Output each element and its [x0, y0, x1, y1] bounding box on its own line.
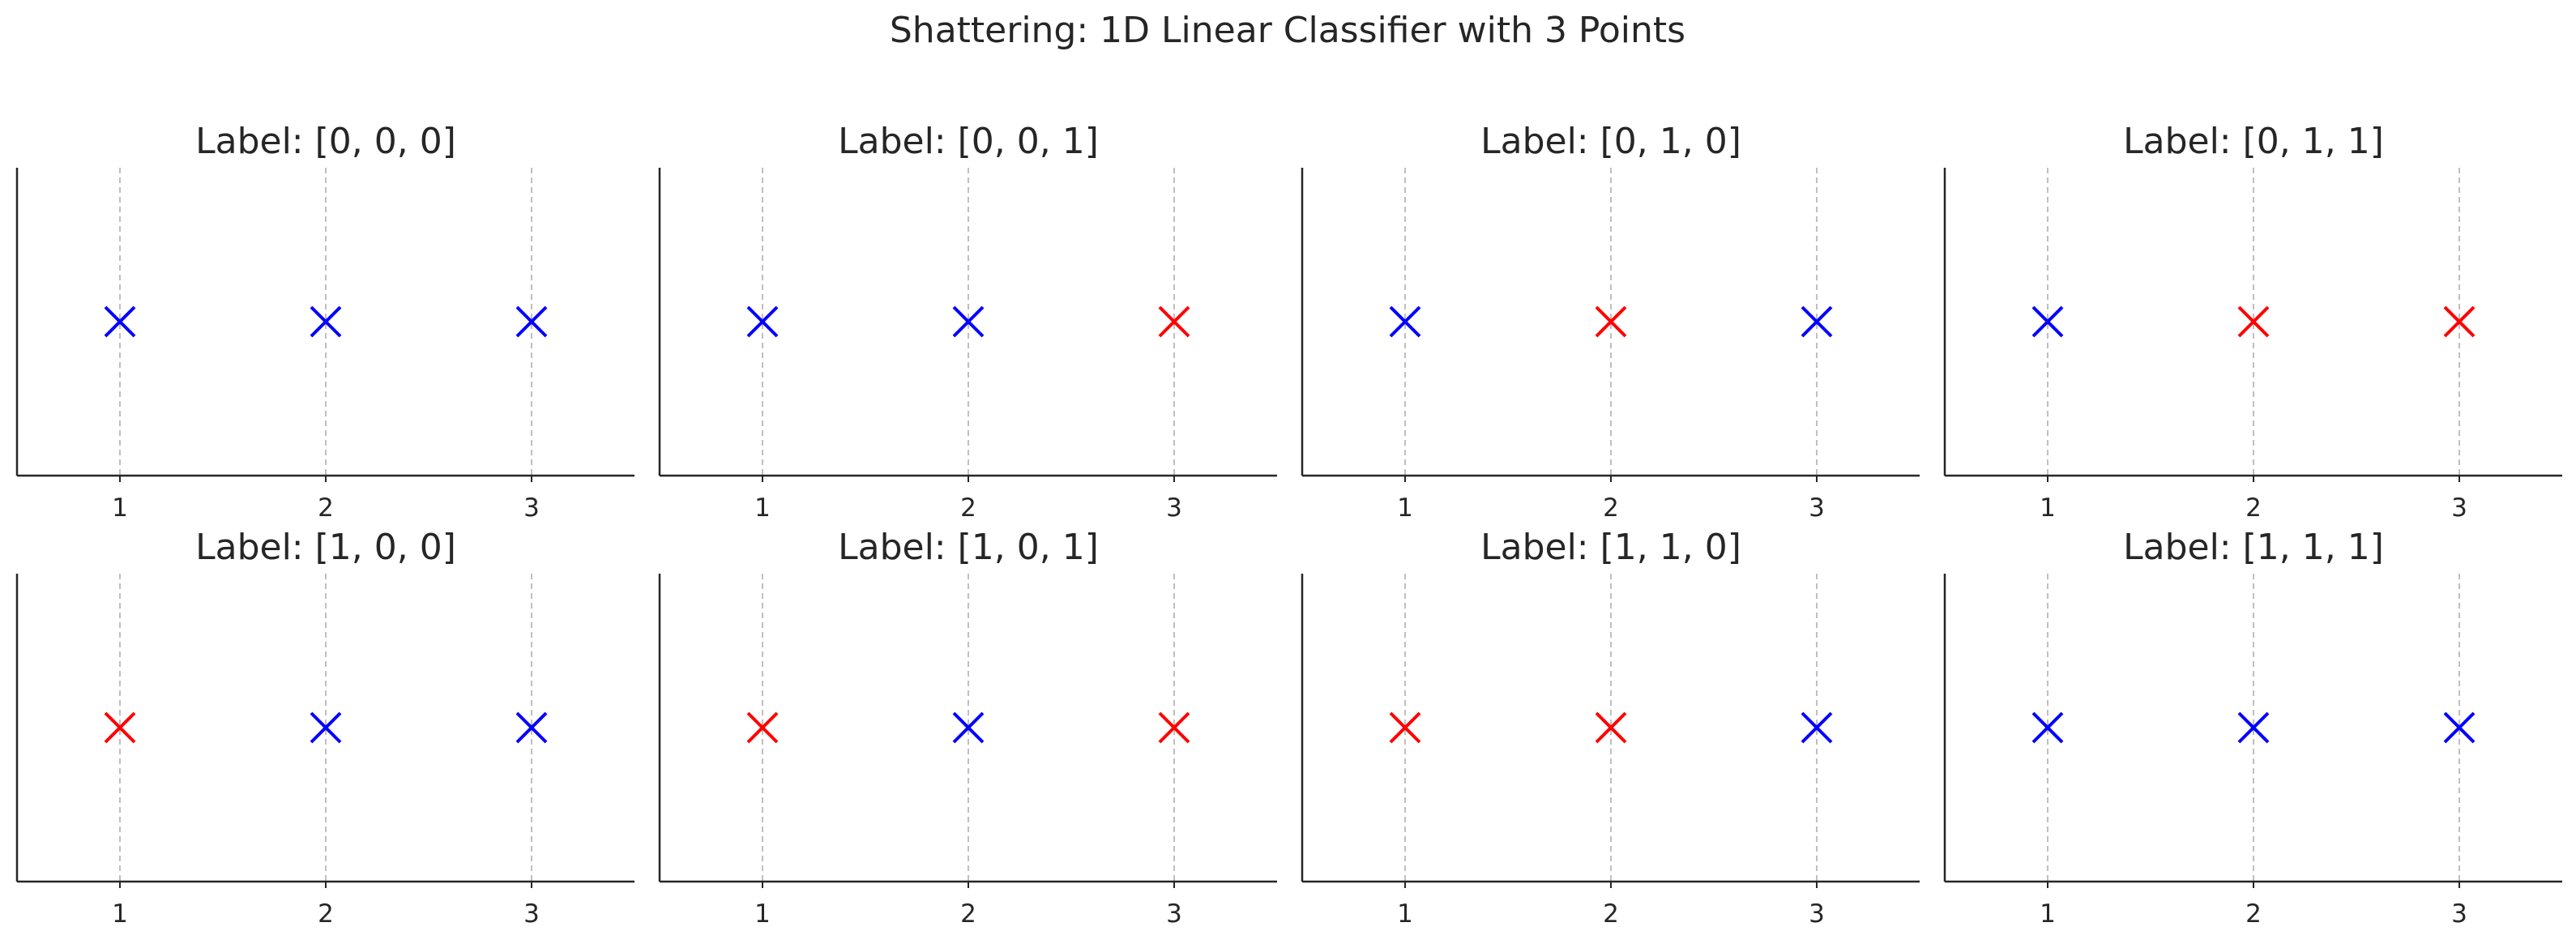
marker-stroke — [746, 305, 779, 338]
data-point-marker — [2237, 305, 2270, 338]
marker-stroke — [104, 711, 136, 744]
marker-stroke — [1801, 711, 1833, 744]
x-tick-label: 2 — [960, 899, 976, 929]
x-tick-label: 1 — [2040, 493, 2056, 523]
marker-stroke — [2237, 711, 2270, 744]
x-tick-label: 2 — [318, 899, 334, 929]
data-point-marker — [1158, 305, 1190, 338]
data-point-marker — [310, 711, 342, 744]
data-point-marker — [746, 305, 779, 338]
data-point-marker — [515, 711, 548, 744]
x-tick-label: 3 — [1166, 899, 1182, 929]
subplot-panel: 1 2 3 Label: [1, 0, 0] — [15, 527, 634, 929]
data-point-marker — [104, 711, 136, 744]
subplot-panel: 1 2 3 Label: [0, 0, 1] — [658, 121, 1277, 523]
data-point-marker — [104, 305, 136, 338]
marker-stroke — [952, 305, 985, 338]
data-point-marker — [2031, 711, 2064, 744]
data-point-marker — [2237, 711, 2270, 744]
data-point-marker — [952, 305, 985, 338]
x-tick-label: 2 — [318, 493, 334, 523]
x-tick-label: 2 — [960, 493, 976, 523]
subplot-title: Label: [0, 0, 1] — [838, 121, 1099, 162]
subplot-title: Label: [1, 1, 1] — [2123, 527, 2384, 568]
marker-stroke — [515, 711, 548, 744]
data-point-marker — [1801, 711, 1833, 744]
x-tick-label: 1 — [1397, 493, 1413, 523]
data-point-marker — [1389, 305, 1421, 338]
data-point-marker — [2443, 305, 2476, 338]
x-tick-label: 3 — [523, 493, 540, 523]
data-point-marker — [1158, 711, 1190, 744]
marker-stroke — [1389, 305, 1421, 338]
x-tick-label: 1 — [754, 493, 771, 523]
data-point-marker — [1801, 305, 1833, 338]
marker-stroke — [1158, 711, 1190, 744]
x-tick-label: 3 — [1809, 899, 1825, 929]
data-point-marker — [1389, 711, 1421, 744]
x-tick-label: 1 — [2040, 899, 2056, 929]
x-tick-label: 2 — [1603, 493, 1619, 523]
marker-stroke — [1595, 711, 1627, 744]
x-tick-label: 2 — [2245, 493, 2262, 523]
subplot-panel: 1 2 3 Label: [1, 1, 1] — [1943, 527, 2562, 929]
x-tick-label: 3 — [1166, 493, 1182, 523]
x-tick-label: 2 — [2245, 899, 2262, 929]
x-tick-label: 3 — [1809, 493, 1825, 523]
subplot-title: Label: [1, 0, 1] — [838, 527, 1099, 568]
marker-stroke — [515, 305, 548, 338]
subplot-panel: 1 2 3 Label: [0, 0, 0] — [15, 121, 634, 523]
x-tick-label: 1 — [112, 899, 128, 929]
subplot-title: Label: [1, 1, 0] — [1480, 527, 1741, 568]
marker-stroke — [1158, 305, 1190, 338]
data-point-marker — [2443, 711, 2476, 744]
marker-stroke — [2237, 305, 2270, 338]
marker-stroke — [746, 711, 779, 744]
x-tick-label: 3 — [2451, 899, 2467, 929]
marker-stroke — [2031, 711, 2064, 744]
subplot-title: Label: [1, 0, 0] — [195, 527, 456, 568]
marker-stroke — [310, 305, 342, 338]
marker-stroke — [1595, 305, 1627, 338]
subplot-panel: 1 2 3 Label: [0, 1, 0] — [1301, 121, 1920, 523]
data-point-marker — [310, 305, 342, 338]
subplot-panel: 1 2 3 Label: [1, 1, 0] — [1301, 527, 1920, 929]
subplot-title: Label: [0, 0, 0] — [195, 121, 456, 162]
subplot-panel: 1 2 3 Label: [0, 1, 1] — [1943, 121, 2562, 523]
marker-stroke — [2443, 305, 2476, 338]
marker-stroke — [104, 305, 136, 338]
data-point-marker — [1595, 711, 1627, 744]
data-point-marker — [1595, 305, 1627, 338]
subplot-panel: 1 2 3 Label: [1, 0, 1] — [658, 527, 1277, 929]
marker-stroke — [310, 711, 342, 744]
subplot-title: Label: [0, 1, 0] — [1480, 121, 1741, 162]
x-tick-label: 1 — [1397, 899, 1413, 929]
marker-stroke — [1389, 711, 1421, 744]
marker-stroke — [2443, 711, 2476, 744]
data-point-marker — [515, 305, 548, 338]
x-tick-label: 1 — [754, 899, 771, 929]
figure-suptitle: Shattering: 1D Linear Classifier with 3 … — [890, 10, 1685, 51]
x-tick-label: 3 — [523, 899, 540, 929]
subplot-title: Label: [0, 1, 1] — [2123, 121, 2384, 162]
marker-stroke — [952, 711, 985, 744]
x-tick-label: 2 — [1603, 899, 1619, 929]
subplot-grid: 1 2 3 Label: [0, 0, 0] 1 2 3 Label: [0, 0, 1] 1 2… — [15, 121, 2562, 929]
data-point-marker — [2031, 305, 2064, 338]
data-point-marker — [952, 711, 985, 744]
x-tick-label: 3 — [2451, 493, 2467, 523]
marker-stroke — [1801, 305, 1833, 338]
data-point-marker — [746, 711, 779, 744]
marker-stroke — [2031, 305, 2064, 338]
x-tick-label: 1 — [112, 493, 128, 523]
